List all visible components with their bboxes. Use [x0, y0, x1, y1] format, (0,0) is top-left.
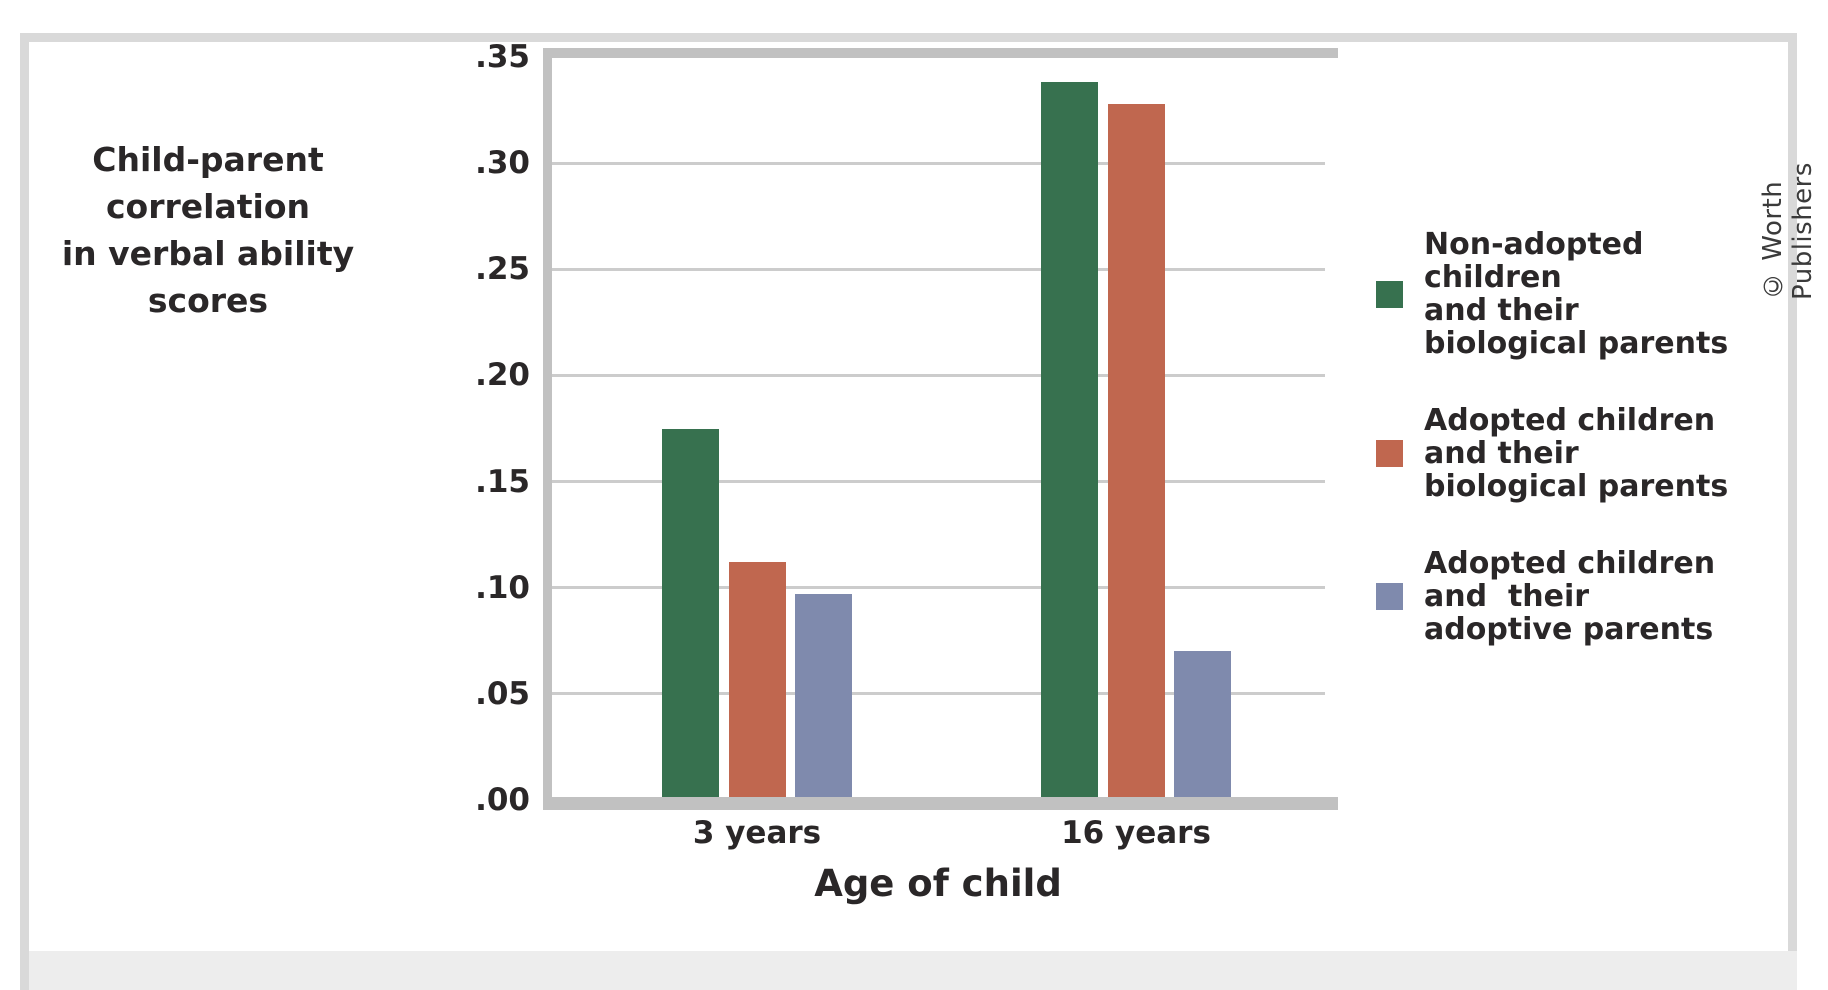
y-tick-label-.25: .25	[475, 251, 530, 288]
bar-series3-3-years	[795, 594, 852, 800]
caption-band	[29, 951, 1797, 990]
worth-publishers-credit: © Worth Publishers	[1758, 162, 1818, 300]
y-tick-label-.35: .35	[475, 39, 530, 75]
legend-swatch-2	[1376, 440, 1403, 467]
legend-entry-3: Adopted children and their adoptive pare…	[1376, 547, 1776, 646]
x-tick-label-3-years: 3 years	[692, 815, 822, 851]
y-tick-label-.30: .30	[475, 145, 530, 182]
y-axis-title: Child-parent correlation in verbal abili…	[22, 136, 394, 324]
legend-label-2: Adopted children and their biological pa…	[1424, 403, 1729, 504]
gridline-.30	[552, 161, 1325, 165]
legend-swatch-1	[1376, 280, 1403, 308]
legend-entry-2: Adopted children and their biological pa…	[1376, 404, 1776, 503]
legend-entry-1: Non-adopted children and their biologica…	[1376, 228, 1776, 360]
gridline-.15	[552, 480, 1325, 484]
gridline-.05	[552, 692, 1325, 696]
y-axis-title-line1: Child-parent correlation	[92, 140, 324, 226]
x-axis-line	[543, 797, 1338, 810]
y-tick-label-.10: .10	[475, 569, 530, 606]
bar-series1-3-years	[662, 428, 719, 800]
plot-top-border	[543, 48, 1338, 58]
legend-swatch-3	[1376, 583, 1403, 610]
figure-panel-frame	[20, 33, 1797, 990]
y-axis-line	[543, 48, 552, 810]
x-axis-title: Age of child	[814, 862, 1062, 905]
legend: Non-adopted children and their biologica…	[1376, 228, 1776, 690]
bar-series2-3-years	[728, 562, 786, 800]
y-tick-label-.05: .05	[475, 675, 530, 712]
y-tick-label-.15: .15	[475, 463, 530, 500]
y-axis-title-line2: in verbal ability scores	[61, 234, 355, 320]
bar-series3-16-years	[1174, 651, 1231, 800]
y-tick-label-.00: .00	[475, 782, 530, 818]
legend-label-1: Non-adopted children and their biologica…	[1424, 227, 1729, 361]
y-tick-label-.20: .20	[475, 357, 530, 394]
gridline-.20	[552, 373, 1325, 377]
gridline-.25	[552, 267, 1325, 271]
x-tick-label-16-years: 16 years	[1061, 815, 1211, 851]
bar-series1-16-years	[1041, 82, 1098, 800]
bar-series2-16-years	[1107, 103, 1165, 800]
legend-label-3: Adopted children and their adoptive pare…	[1424, 546, 1716, 647]
gridline-.10	[552, 586, 1325, 590]
